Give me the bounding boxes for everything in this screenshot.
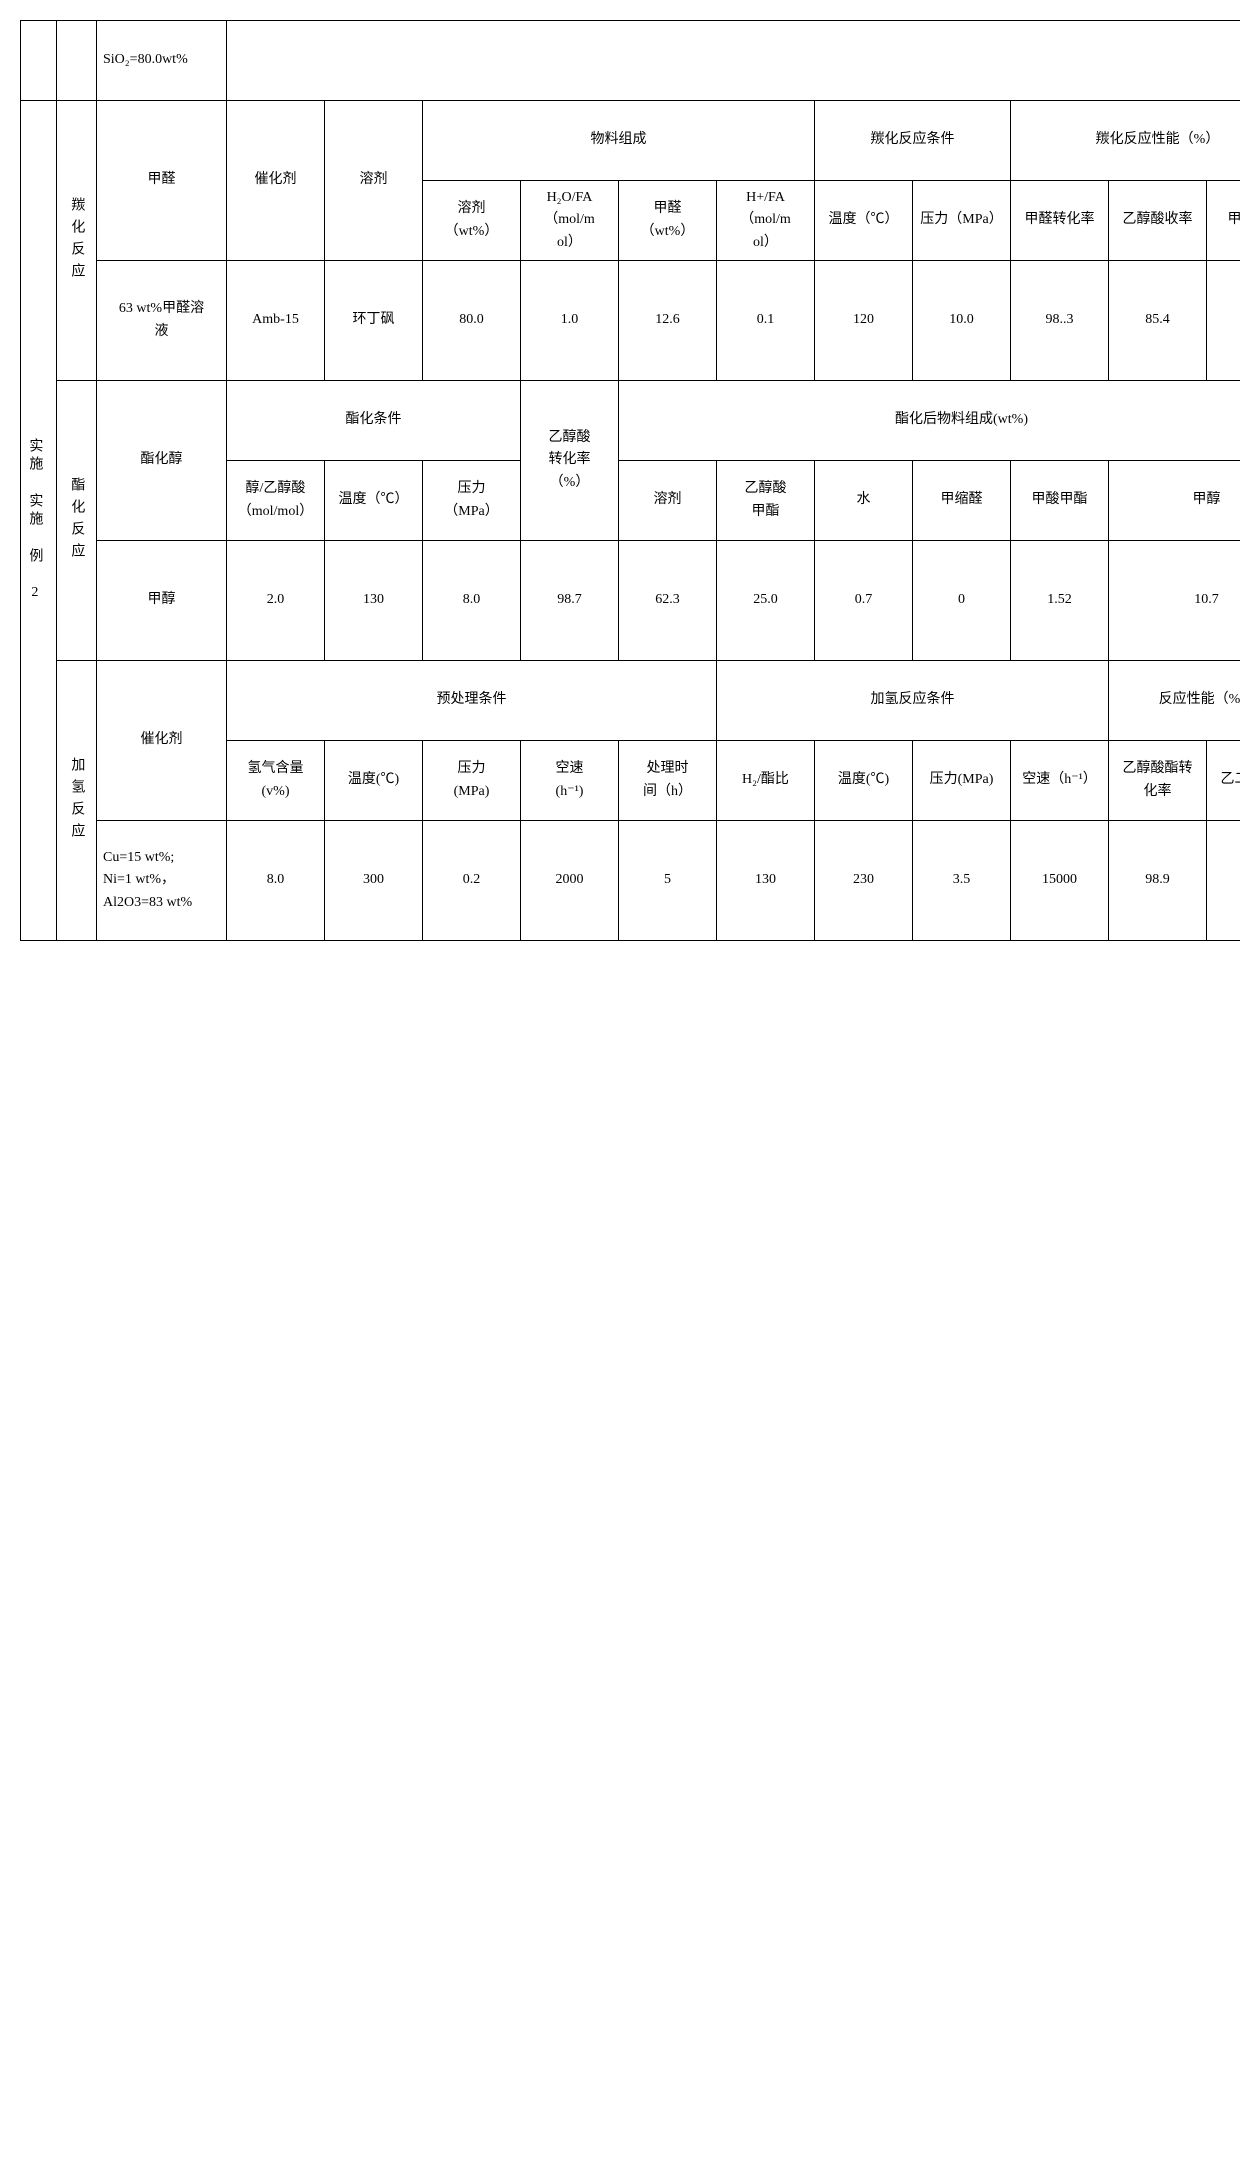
ester-game-hdr: 乙醇酸 甲酯 [717, 461, 815, 541]
hydro-temp2-hdr: 温度(℃) [815, 741, 913, 821]
carb-faconv-val: 98..3 [1011, 261, 1109, 381]
carb-pressure-hdr: 压力（MPa） [913, 181, 1011, 261]
carb-formaldehyde-val: 63 wt%甲醛溶 液 [97, 261, 227, 381]
ester-alcohol-hdr: 酯化醇 [97, 381, 227, 541]
carb-composition-hdr: 物料组成 [423, 101, 815, 181]
carb-gayield-val: 85.4 [1109, 261, 1207, 381]
carb-gayield-hdr: 乙醇酸收率 [1109, 181, 1207, 261]
ester-mf-hdr: 甲酸甲酯 [1011, 461, 1109, 541]
carb-hfa-hdr: H+/FA （mol/m ol） [717, 181, 815, 261]
ester-gaconv-val: 98.7 [521, 541, 619, 661]
carb-conditions-hdr: 羰化反应条件 [815, 101, 1011, 181]
carb-temp-hdr: 温度（℃） [815, 181, 913, 261]
carb-formaldehyde-hdr: 甲醛 [97, 101, 227, 261]
ester-alcohol-val: 甲醇 [97, 541, 227, 661]
ester-temp-val: 130 [325, 541, 423, 661]
section-hydrogenation: 加氢反应 [57, 661, 97, 941]
carb-fawt-val: 12.6 [619, 261, 717, 381]
blank-cell [21, 21, 57, 101]
carb-solvent-wt-val: 80.0 [423, 261, 521, 381]
carb-pressure-val: 10.0 [913, 261, 1011, 381]
carb-catalyst-val: Amb-15 [227, 261, 325, 381]
ester-composition-hdr: 酯化后物料组成(wt%) [619, 381, 1240, 461]
carb-solvent-val: 环丁砜 [325, 261, 423, 381]
hydro-esterconv-val: 98.9 [1109, 821, 1207, 941]
blank-cell [227, 21, 1240, 101]
carb-h2ofa-hdr: H₂O/FA （mol/m ol） [521, 181, 619, 261]
carb-formicyield-hdr: 甲酸收率 [1207, 181, 1240, 261]
hydro-catalyst-val: Cu=15 wt%; Ni=1 wt%， Al2O3=83 wt% [97, 821, 227, 941]
hydro-esterconv-hdr: 乙醇酸酯转 化率 [1109, 741, 1207, 821]
carb-temp-val: 120 [815, 261, 913, 381]
hydro-performance-hdr: 反应性能（%） [1109, 661, 1240, 741]
example-label: 实施 实施 例 2 [21, 101, 57, 941]
ester-water-val: 0.7 [815, 541, 913, 661]
carb-performance-hdr: 羰化反应性能（%） [1011, 101, 1240, 181]
hydro-pressure2-hdr: 压力(MPa) [913, 741, 1011, 821]
ester-mf-val: 1.52 [1011, 541, 1109, 661]
ester-temp-hdr: 温度（℃） [325, 461, 423, 541]
ester-meoh-val: 10.7 [1109, 541, 1240, 661]
hydro-catalyst-hdr: 催化剂 [97, 661, 227, 821]
ester-pressure-hdr: 压力 （MPa） [423, 461, 521, 541]
ester-solvent-hdr: 溶剂 [619, 461, 717, 541]
carb-catalyst-hdr: 催化剂 [227, 101, 325, 261]
carb-solvent-wt-hdr: 溶剂 （wt%） [423, 181, 521, 261]
ester-ratio-val: 2.0 [227, 541, 325, 661]
hydro-pressure1-hdr: 压力 (MPa) [423, 741, 521, 821]
section-carbonylation: 羰化反应 [57, 101, 97, 381]
ester-solvent-val: 62.3 [619, 541, 717, 661]
hydro-sv1-val: 2000 [521, 821, 619, 941]
hydro-sv2-hdr: 空速（h⁻¹） [1011, 741, 1109, 821]
hydro-temp1-hdr: 温度(℃) [325, 741, 423, 821]
ester-game-val: 25.0 [717, 541, 815, 661]
carb-h2ofa-val: 1.0 [521, 261, 619, 381]
hydro-pressure1-val: 0.2 [423, 821, 521, 941]
hydro-sv2-val: 15000 [1011, 821, 1109, 941]
carb-hfa-val: 0.1 [717, 261, 815, 381]
hydro-egyield-hdr: 乙二醇收率 [1207, 741, 1240, 821]
ester-methylal-val: 0 [913, 541, 1011, 661]
hydro-egyield-val: 96.5 [1207, 821, 1240, 941]
section-esterification: 酯化反应 [57, 381, 97, 661]
carb-formicyield-val: 6.2 [1207, 261, 1240, 381]
hydro-pretreatment-hdr: 预处理条件 [227, 661, 717, 741]
hydro-conditions-hdr: 加氢反应条件 [717, 661, 1109, 741]
hydro-time-val: 5 [619, 821, 717, 941]
ester-conditions-hdr: 酯化条件 [227, 381, 521, 461]
ester-water-hdr: 水 [815, 461, 913, 541]
hydro-sv1-hdr: 空速 (h⁻¹) [521, 741, 619, 821]
ester-ratio-hdr: 醇/乙醇酸 （mol/mol） [227, 461, 325, 541]
carb-solvent-hdr: 溶剂 [325, 101, 423, 261]
hydro-time-hdr: 处理时 间（h） [619, 741, 717, 821]
data-table: SiO₂=80.0wt% 实施 实施 例 2 羰化反应 甲醛 催化剂 溶剂 物料… [20, 20, 1240, 941]
hydro-h2content-hdr: 氢气含量 (v%) [227, 741, 325, 821]
carb-faconv-hdr: 甲醛转化率 [1011, 181, 1109, 261]
hydro-h2ester-hdr: H₂/酯比 [717, 741, 815, 821]
ester-pressure-val: 8.0 [423, 541, 521, 661]
ester-gaconv-hdr: 乙醇酸 转化率 （%） [521, 381, 619, 541]
hydro-temp2-val: 230 [815, 821, 913, 941]
hydro-h2ester-val: 130 [717, 821, 815, 941]
carb-fawt-hdr: 甲醛 （wt%） [619, 181, 717, 261]
ester-methylal-hdr: 甲缩醛 [913, 461, 1011, 541]
ester-meoh-hdr: 甲醇 [1109, 461, 1240, 541]
top-right-cell: SiO₂=80.0wt% [97, 21, 227, 101]
blank-cell [57, 21, 97, 101]
hydro-temp1-val: 300 [325, 821, 423, 941]
hydro-pressure2-val: 3.5 [913, 821, 1011, 941]
hydro-h2content-val: 8.0 [227, 821, 325, 941]
